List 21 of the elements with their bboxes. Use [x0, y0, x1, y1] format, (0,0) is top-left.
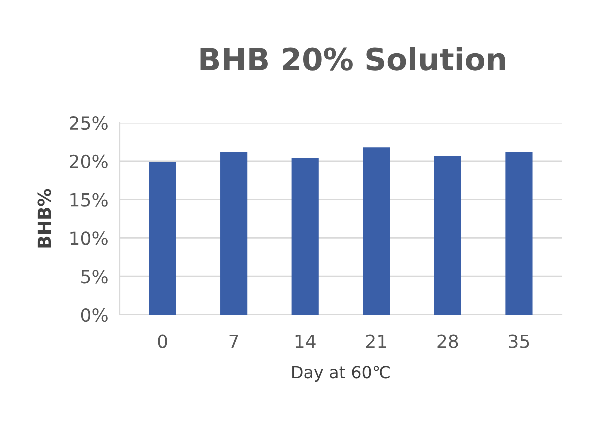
y-tick-label: 10% [70, 232, 108, 246]
x-tick-label: 21 [366, 334, 386, 348]
bar [506, 152, 533, 315]
y-tick-label: 25% [70, 116, 108, 130]
x-axis-title: Day at 60℃ [292, 366, 390, 382]
x-tick-label: 0 [158, 334, 168, 348]
y-tick-label: 0% [81, 308, 108, 322]
y-tick-label: 20% [70, 154, 108, 169]
bar [220, 152, 248, 315]
bar [292, 158, 319, 315]
x-tick-label: 35 [509, 334, 530, 348]
y-axis-title: BHB% [38, 189, 52, 248]
x-tick-label: 28 [438, 334, 458, 348]
y-tick-label: 5% [82, 270, 108, 284]
bar [363, 148, 390, 315]
bar [434, 156, 462, 315]
chart-title: BHB 20% Solution [200, 47, 506, 71]
y-tick-label: 15% [70, 193, 108, 207]
x-tick-label: 14 [296, 335, 316, 348]
x-tick-label: 7 [230, 335, 238, 348]
bar [149, 162, 176, 315]
